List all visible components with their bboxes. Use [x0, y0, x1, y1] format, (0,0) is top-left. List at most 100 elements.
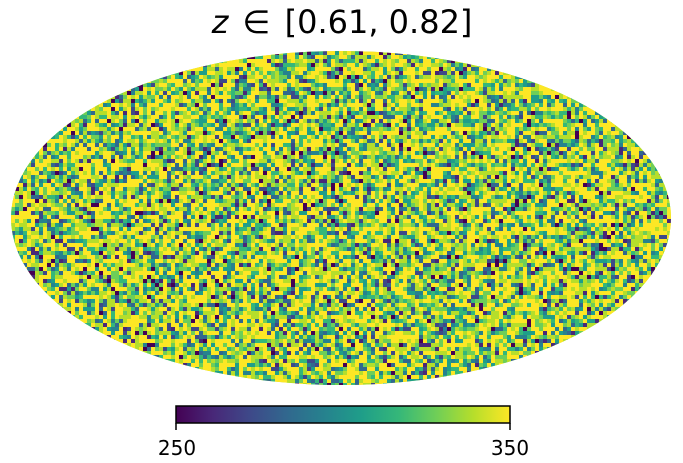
map-pixel [331, 127, 335, 131]
map-pixel [655, 175, 659, 179]
map-pixel [367, 55, 371, 59]
map-pixel [503, 143, 507, 147]
map-pixel [467, 147, 471, 151]
map-pixel [139, 107, 143, 111]
map-pixel [235, 159, 239, 163]
map-pixel [259, 191, 263, 195]
map-pixel [483, 91, 487, 95]
map-pixel [211, 179, 215, 183]
map-pixel [595, 175, 599, 179]
map-pixel [571, 95, 575, 99]
map-pixel [575, 195, 579, 199]
map-pixel [283, 203, 287, 207]
map-pixel [443, 99, 447, 103]
map-pixel [15, 187, 19, 191]
map-pixel [151, 127, 155, 131]
map-pixel [275, 151, 279, 155]
map-pixel [291, 67, 295, 71]
map-pixel [87, 119, 91, 123]
map-pixel [219, 59, 223, 63]
map-pixel [155, 87, 159, 91]
map-pixel [607, 143, 611, 147]
map-pixel [471, 199, 475, 203]
map-pixel [323, 67, 327, 71]
map-pixel [295, 103, 299, 107]
map-pixel [355, 195, 359, 199]
map-pixel [459, 95, 463, 99]
map-pixel [407, 195, 411, 199]
map-pixel [423, 183, 427, 187]
map-pixel [271, 195, 275, 199]
map-pixel [27, 171, 31, 175]
map-pixel [399, 199, 403, 203]
map-pixel [275, 199, 279, 203]
map-pixel [119, 179, 123, 183]
map-pixel [51, 159, 55, 163]
map-pixel [531, 167, 535, 171]
map-pixel [411, 199, 415, 203]
map-pixel [251, 123, 255, 127]
map-pixel [383, 83, 387, 87]
map-pixel [635, 155, 639, 159]
map-pixel [543, 151, 547, 155]
map-pixel [255, 187, 259, 191]
map-pixel [443, 167, 447, 171]
map-pixel [343, 59, 347, 63]
map-pixel [591, 127, 595, 131]
map-pixel [259, 195, 263, 199]
map-pixel [507, 143, 511, 147]
map-pixel [15, 195, 19, 199]
map-pixel [363, 175, 367, 179]
map-pixel [179, 143, 183, 147]
map-pixel [451, 159, 455, 163]
map-pixel [323, 147, 327, 151]
map-pixel [547, 191, 551, 195]
map-pixel [299, 67, 303, 71]
map-pixel [127, 163, 131, 167]
map-pixel [199, 79, 203, 83]
map-pixel [379, 115, 383, 119]
map-pixel [655, 195, 659, 199]
map-pixel [583, 155, 587, 159]
map-pixel [559, 199, 563, 203]
map-pixel [271, 91, 275, 95]
map-pixel [463, 63, 467, 67]
map-pixel [627, 183, 631, 187]
map-pixel [563, 191, 567, 195]
map-pixel [187, 159, 191, 163]
map-pixel [279, 131, 283, 135]
map-pixel [363, 79, 367, 83]
map-pixel [287, 195, 291, 199]
map-pixel [299, 111, 303, 115]
map-pixel [187, 83, 191, 87]
map-pixel [407, 131, 411, 135]
map-pixel [223, 195, 227, 199]
map-pixel [615, 147, 619, 151]
map-pixel [207, 75, 211, 79]
map-pixel [379, 191, 383, 195]
map-pixel [239, 91, 243, 95]
map-pixel [95, 127, 99, 131]
map-pixel [347, 155, 351, 159]
map-pixel [307, 119, 311, 123]
map-pixel [623, 183, 627, 187]
map-pixel [335, 115, 339, 119]
map-pixel [387, 55, 391, 59]
map-pixel [435, 59, 439, 63]
map-pixel [63, 139, 67, 143]
map-pixel [443, 187, 447, 191]
map-pixel [391, 111, 395, 115]
map-pixel [283, 59, 287, 63]
map-pixel [163, 87, 167, 91]
map-pixel [587, 159, 591, 163]
map-pixel [615, 123, 619, 127]
map-pixel [647, 163, 651, 167]
map-pixel [155, 131, 159, 135]
map-pixel [459, 179, 463, 183]
map-pixel [207, 151, 211, 155]
map-pixel [183, 115, 187, 119]
map-pixel [115, 199, 119, 203]
map-pixel [431, 99, 435, 103]
map-pixel [527, 131, 531, 135]
map-pixel [235, 83, 239, 87]
